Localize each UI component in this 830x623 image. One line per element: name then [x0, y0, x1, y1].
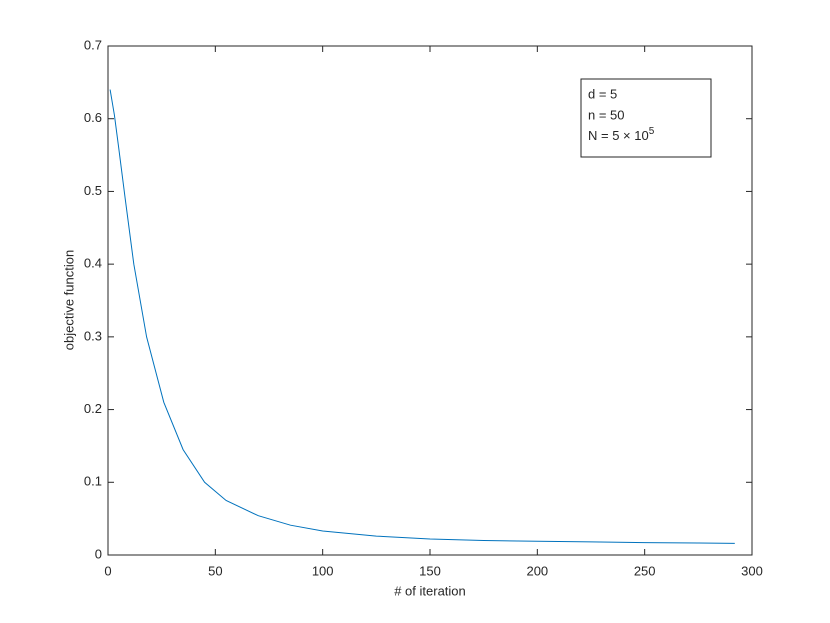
y-tick-label: 0.1	[84, 474, 102, 489]
y-tick-label: 0.5	[84, 183, 102, 198]
annotation-text: N = 5 × 10	[588, 128, 649, 143]
x-tick-label: 200	[526, 563, 548, 578]
y-tick-label: 0	[95, 546, 102, 561]
x-axis-label: # of iteration	[394, 583, 466, 598]
y-tick-label: 0.2	[84, 401, 102, 416]
annotation-line: N = 5 × 105	[588, 126, 655, 144]
annotation-sup: 5	[649, 126, 655, 137]
x-tick-label: 150	[419, 563, 441, 578]
y-tick-label: 0.7	[84, 37, 102, 52]
x-tick-label: 100	[312, 563, 334, 578]
y-tick-label: 0.3	[84, 328, 102, 343]
y-tick-label: 0.6	[84, 110, 102, 125]
x-tick-label: 300	[741, 563, 763, 578]
x-tick-label: 0	[104, 563, 111, 578]
annotation-line: d = 5	[588, 86, 617, 101]
y-tick-label: 0.4	[84, 256, 102, 271]
line	[109, 89, 735, 544]
annotation-line: n = 50	[588, 107, 625, 122]
y-axis-label: objective function	[61, 250, 76, 350]
annotation-box	[580, 78, 712, 158]
x-tick-label: 250	[634, 563, 656, 578]
x-tick-label: 50	[208, 563, 222, 578]
